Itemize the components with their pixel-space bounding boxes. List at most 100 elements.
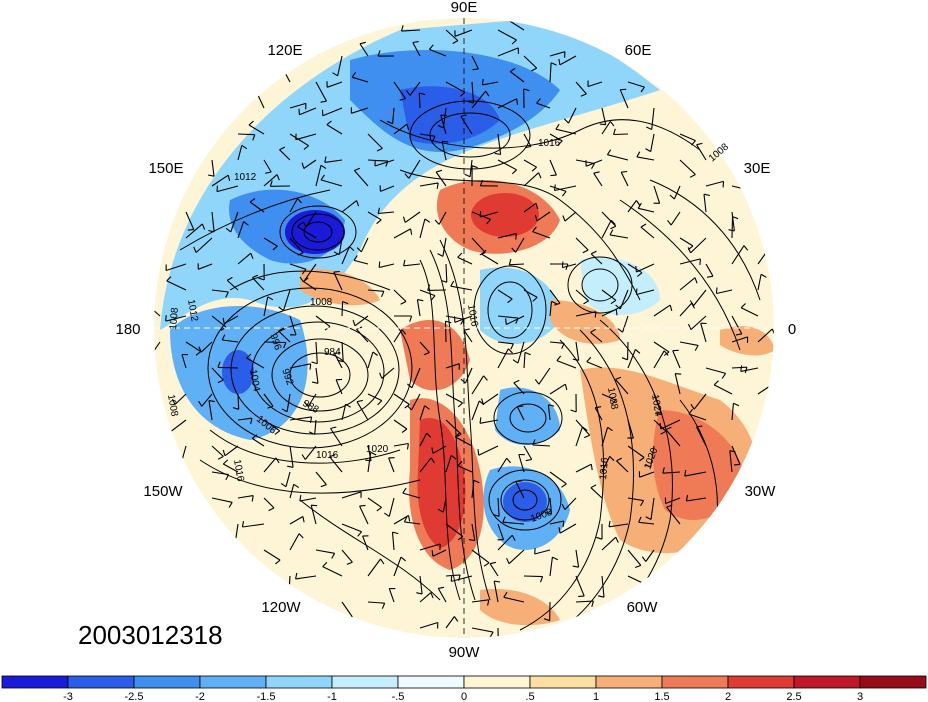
wind-barb	[165, 263, 187, 272]
wind-barb-flag	[617, 328, 623, 333]
contour-label: 1028	[605, 387, 620, 411]
wind-barb	[549, 471, 567, 485]
wind-barb	[627, 263, 643, 274]
wind-barb	[549, 383, 566, 395]
wind-barb	[289, 198, 298, 213]
wind-barb	[672, 350, 681, 369]
contour-label: 984	[324, 347, 341, 358]
wind-barb	[731, 245, 745, 265]
wind-barb	[237, 417, 252, 421]
wind-barb	[402, 492, 421, 499]
wind-barb	[640, 226, 655, 239]
wind-barb	[636, 289, 655, 296]
wind-barb	[211, 159, 215, 177]
wind-barb-flag	[442, 140, 449, 143]
wind-barb	[696, 426, 707, 447]
wind-barb-flag	[590, 250, 597, 255]
wind-barb	[508, 549, 525, 565]
wind-barb	[693, 289, 707, 306]
wind-barb-flag	[282, 594, 290, 598]
wind-barb-flag	[376, 147, 383, 152]
wind-barb-flag	[457, 252, 463, 258]
wind-barb	[674, 373, 681, 395]
wind-barb	[444, 321, 447, 343]
wind-barb	[242, 523, 265, 528]
wind-barb	[419, 457, 432, 473]
wind-barb	[731, 315, 743, 335]
wind-barb	[185, 341, 202, 353]
wind-barb	[471, 480, 475, 499]
wind-barb-flag	[509, 67, 516, 73]
wind-barb-flag	[636, 272, 643, 277]
wind-barb	[174, 393, 187, 405]
wind-barb-flag	[640, 500, 644, 507]
wind-barb	[367, 159, 389, 162]
wind-barb-flag	[687, 323, 692, 330]
wind-barb-flag	[558, 527, 561, 534]
wind-barb	[731, 366, 747, 369]
wind-barb-flag	[272, 245, 278, 251]
wind-barb	[559, 55, 577, 66]
contour-label: 1024	[649, 394, 664, 418]
wind-barb-flag	[663, 350, 669, 356]
wind-barb-flag	[523, 88, 530, 92]
wind-barb	[515, 481, 525, 499]
wind-barb	[653, 341, 670, 353]
wind-barb-flag	[685, 494, 689, 502]
wind-barb-flag	[428, 44, 434, 50]
wind-barb	[351, 107, 369, 114]
wind-barb-flag	[690, 403, 695, 410]
wind-barb-flag	[525, 458, 532, 462]
wind-barb	[601, 575, 605, 598]
wind-barb	[651, 107, 655, 130]
wind-barb-flag	[509, 18, 515, 22]
wind-barb	[315, 81, 327, 102]
wind-barb-flag	[508, 258, 512, 265]
wind-barb	[419, 133, 436, 137]
wind-barb-flag	[715, 287, 718, 294]
wind-barb-flag	[494, 580, 501, 583]
wind-barb	[338, 237, 343, 255]
wind-barb	[356, 328, 369, 343]
wind-barb	[393, 442, 409, 447]
wind-barb-flag	[531, 67, 537, 72]
wind-barb-flag	[269, 180, 273, 187]
wind-barb-flag	[539, 576, 544, 583]
wind-barb-flag	[615, 304, 621, 310]
wind-barb-flag	[309, 416, 313, 423]
wind-barb	[454, 315, 473, 323]
wind-barb-flag	[502, 516, 506, 523]
wind-barb	[480, 211, 499, 218]
wind-barb	[523, 172, 539, 187]
wind-barb	[442, 237, 447, 257]
wind-barb	[454, 29, 473, 37]
wind-barb-flag	[222, 449, 226, 456]
wind-barb-flag	[524, 145, 532, 149]
wind-barb-flag	[551, 300, 558, 305]
wind-barb-flag	[225, 291, 229, 298]
wind-barb	[303, 159, 317, 169]
wind-barb-flag	[208, 229, 215, 233]
wind-barb-flag	[699, 258, 701, 265]
wind-barb-flag	[309, 363, 312, 370]
wind-barb-flag	[481, 78, 484, 85]
wind-barbs	[154, 18, 774, 638]
wind-barb	[638, 207, 655, 213]
wind-barb	[263, 296, 269, 317]
wind-barb	[497, 29, 517, 41]
wind-barb-flag	[267, 405, 274, 409]
wind-barb	[263, 174, 278, 187]
wind-barb-flag	[392, 531, 399, 535]
wind-barb-flag	[543, 618, 550, 622]
wind-barb-flag	[222, 459, 229, 465]
wind-barb	[594, 407, 603, 421]
wind-barb	[401, 29, 421, 32]
wind-barb	[731, 445, 741, 465]
wind-barb-flag	[243, 221, 249, 226]
wind-barb-flag	[645, 516, 652, 520]
wind-barb-flag	[403, 516, 408, 523]
wind-barb	[201, 393, 213, 407]
wind-barb-flag	[193, 246, 197, 253]
wind-barb	[653, 304, 671, 317]
wind-barb-flag	[280, 482, 287, 488]
